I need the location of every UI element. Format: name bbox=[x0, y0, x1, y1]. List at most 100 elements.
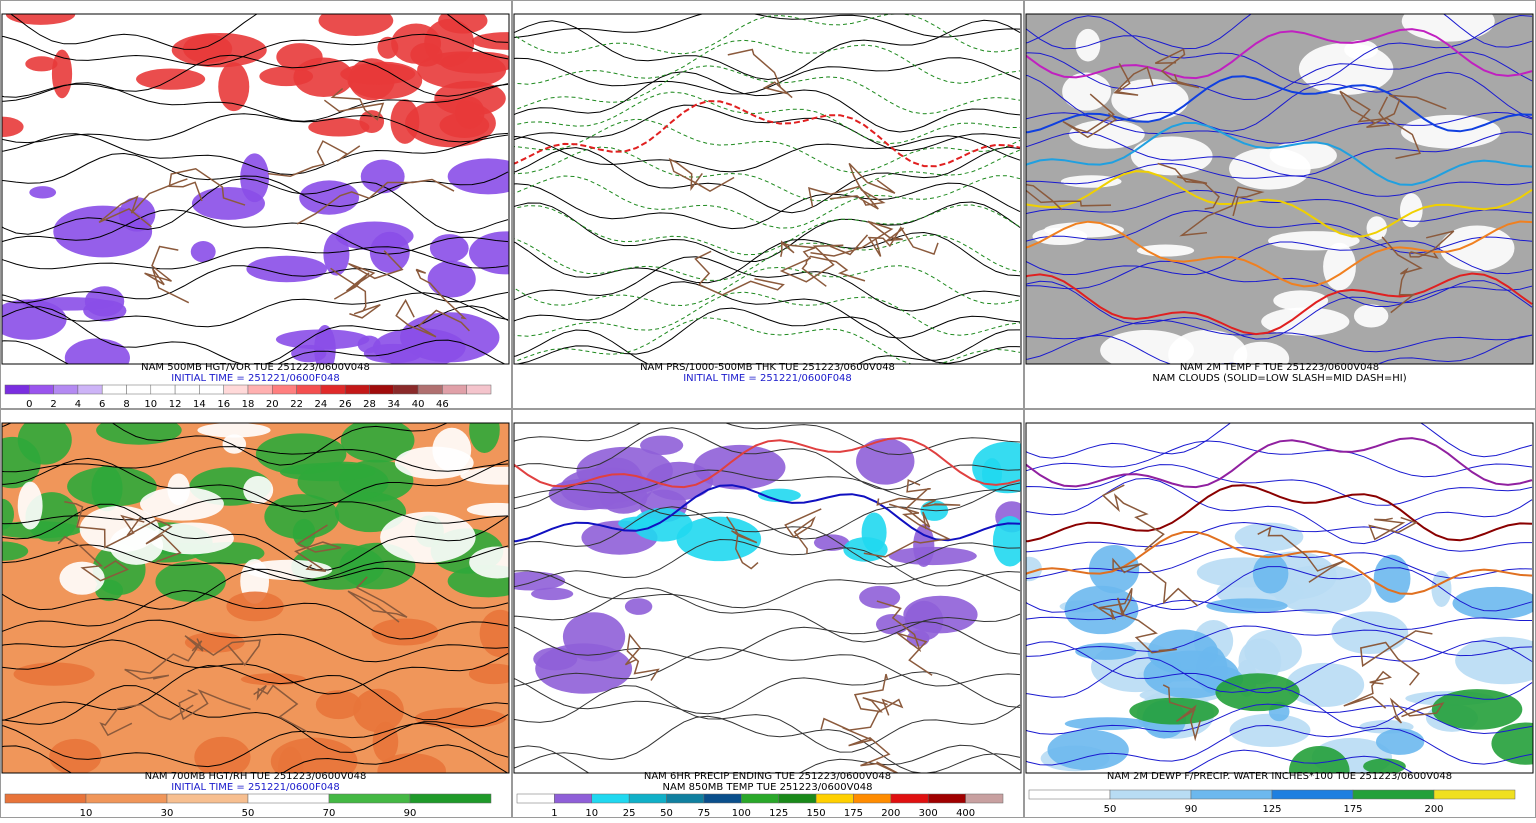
colorbar-swatch bbox=[1028, 789, 1111, 800]
field-shade bbox=[96, 423, 182, 445]
field-shade bbox=[1233, 341, 1290, 364]
map bbox=[2, 423, 509, 773]
field-shade bbox=[1229, 713, 1311, 748]
thickness-contour bbox=[514, 39, 1021, 85]
contour bbox=[1026, 477, 1533, 545]
colorbar-label: 8 bbox=[123, 399, 129, 410]
contour bbox=[1026, 163, 1533, 197]
contour bbox=[2, 685, 509, 753]
field-shade bbox=[982, 458, 1003, 490]
contour bbox=[2, 498, 509, 525]
contour bbox=[514, 135, 1021, 173]
contour bbox=[514, 646, 1021, 687]
contour bbox=[514, 201, 1021, 263]
map-frame bbox=[513, 422, 1022, 774]
colorbar-label: 175 bbox=[844, 808, 863, 819]
field-shade bbox=[315, 690, 362, 720]
field-shade bbox=[2, 436, 41, 489]
contour bbox=[514, 19, 1021, 81]
field-shade bbox=[1064, 717, 1150, 731]
field-shade bbox=[17, 481, 43, 530]
colorbar-label: 16 bbox=[217, 399, 230, 410]
field-shade bbox=[222, 434, 247, 454]
color-contour bbox=[514, 437, 1021, 489]
colorbar-label: 4 bbox=[75, 399, 81, 410]
field-shade bbox=[155, 561, 226, 602]
colorbar-swatch bbox=[628, 793, 667, 804]
border-line bbox=[330, 267, 381, 319]
field-shade bbox=[49, 738, 102, 773]
border-line bbox=[1381, 236, 1423, 314]
field-shade bbox=[340, 423, 415, 463]
field-shade bbox=[2, 541, 29, 561]
border-line bbox=[1113, 63, 1154, 96]
color-contour bbox=[1026, 170, 1533, 238]
thickness-contour bbox=[514, 91, 1021, 145]
caption: NAM CLOUDS (SOLID=LOW SLASH=MID DASH=HI) bbox=[1152, 373, 1406, 384]
border-line bbox=[267, 140, 361, 177]
contour bbox=[2, 589, 509, 640]
colorbar-swatch bbox=[166, 793, 249, 804]
border-line bbox=[1368, 516, 1418, 541]
color-contour bbox=[1026, 122, 1533, 186]
border-line bbox=[1343, 670, 1392, 709]
colorbar-swatch bbox=[85, 793, 168, 804]
map-frame bbox=[513, 13, 1022, 365]
map bbox=[1026, 14, 1533, 364]
field-shade bbox=[1285, 662, 1365, 707]
contour bbox=[2, 423, 449, 466]
border-line bbox=[1179, 186, 1265, 237]
field-shade bbox=[377, 36, 399, 59]
field-shade bbox=[335, 221, 414, 251]
colorbar-swatch bbox=[4, 384, 30, 395]
border-line bbox=[1408, 230, 1455, 259]
border-line bbox=[1026, 183, 1112, 211]
field-shade bbox=[1289, 745, 1350, 773]
colorbar-label: 10 bbox=[80, 808, 93, 819]
contour bbox=[2, 177, 509, 235]
colorbar-swatch bbox=[101, 384, 127, 395]
colorbar-swatch bbox=[417, 384, 443, 395]
contour bbox=[1186, 749, 1414, 773]
field-shade bbox=[297, 461, 389, 503]
field-shade bbox=[424, 18, 475, 67]
contour bbox=[2, 503, 509, 571]
contour bbox=[1026, 334, 1533, 364]
border-line bbox=[624, 632, 660, 681]
contour bbox=[1026, 625, 1533, 657]
field-shade bbox=[323, 232, 350, 276]
colorbar-label: 18 bbox=[242, 399, 255, 410]
panel: NAM PRS/1000-500MB THK TUE 251223/0600V0… bbox=[512, 0, 1024, 409]
contour bbox=[2, 33, 509, 66]
border-line bbox=[1162, 684, 1202, 742]
border-line bbox=[1366, 94, 1447, 129]
contour bbox=[1026, 209, 1533, 254]
colorbar-label: 50 bbox=[1104, 804, 1117, 815]
contour bbox=[514, 182, 1021, 230]
map bbox=[514, 423, 1021, 773]
field-shade bbox=[84, 286, 125, 317]
border-line bbox=[415, 268, 468, 320]
colorbar-swatch bbox=[247, 793, 330, 804]
panel: NAM 6HR PRECIP ENDING TUE 251223/0600V04… bbox=[512, 409, 1024, 819]
contour bbox=[514, 506, 1021, 568]
field-shade bbox=[640, 435, 684, 456]
field-shade bbox=[191, 187, 265, 220]
contour bbox=[2, 446, 509, 473]
field-shade bbox=[447, 158, 509, 195]
colorbar-swatch bbox=[369, 384, 395, 395]
colorbar-swatch bbox=[4, 793, 87, 804]
color-contour bbox=[1026, 437, 1533, 489]
colorbar-label: 175 bbox=[1343, 804, 1362, 815]
colorbar-label: 150 bbox=[807, 808, 826, 819]
contour bbox=[2, 54, 509, 98]
colorbar-swatch bbox=[199, 384, 224, 395]
colorbar-swatch bbox=[126, 384, 152, 395]
contour bbox=[2, 132, 509, 176]
contour bbox=[1026, 547, 1533, 580]
field-shade bbox=[414, 707, 507, 729]
caption: NAM 2M DEWP F/PRECIP. WATER INCHES*100 T… bbox=[1107, 771, 1452, 782]
field-shade bbox=[992, 516, 1021, 567]
field-shade bbox=[340, 63, 416, 85]
border-line bbox=[126, 516, 182, 563]
